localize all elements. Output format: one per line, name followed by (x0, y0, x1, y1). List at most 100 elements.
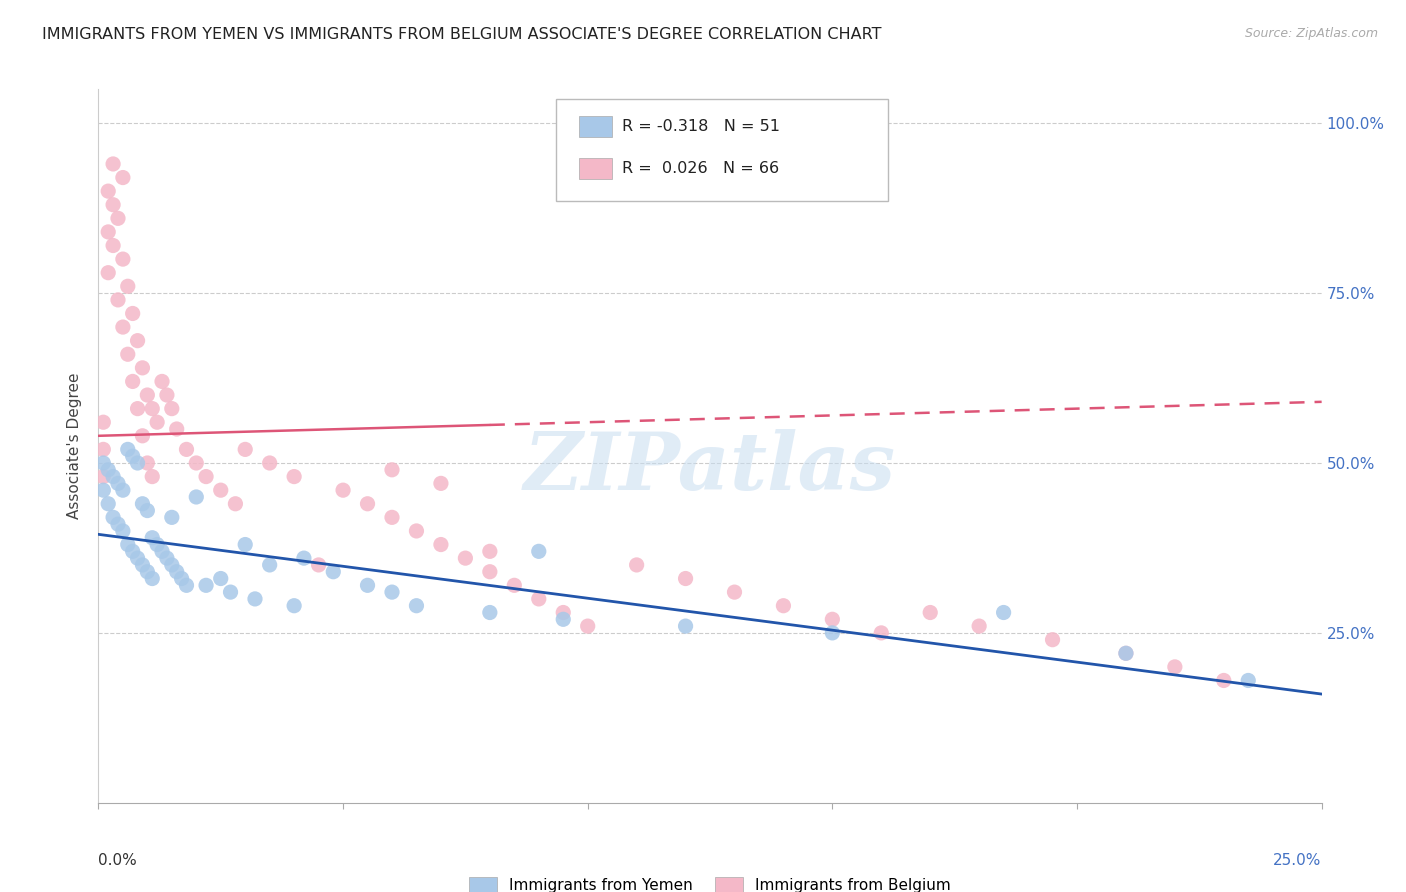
Point (111, 320, 134, 334)
Point (107, 211, 129, 226)
Point (478, 565, 501, 579)
Point (91, 442, 114, 457)
Point (127, 334, 149, 348)
Point (107, 517, 129, 532)
Point (111, 252, 134, 266)
Point (176, 442, 198, 457)
Point (405, 599, 427, 613)
Point (117, 442, 139, 457)
Point (176, 578, 198, 592)
Point (1164, 660, 1187, 674)
Point (224, 497, 246, 511)
Point (146, 537, 169, 551)
Point (430, 537, 453, 551)
Point (107, 476, 129, 491)
Point (141, 401, 163, 416)
Point (131, 429, 153, 443)
Point (195, 469, 218, 483)
Point (527, 591, 550, 606)
Point (141, 531, 163, 545)
Point (166, 565, 188, 579)
Point (141, 469, 163, 483)
Point (141, 572, 163, 586)
Point (209, 572, 232, 586)
Point (97, 266, 120, 280)
Point (576, 619, 599, 633)
Point (195, 578, 218, 592)
Point (675, 619, 697, 633)
Point (1237, 673, 1260, 688)
Point (723, 585, 745, 599)
Point (150, 544, 173, 558)
Point (308, 558, 330, 572)
Point (626, 558, 648, 572)
Point (1212, 673, 1234, 688)
Legend: Immigrants from Yemen, Immigrants from Belgium: Immigrants from Yemen, Immigrants from B… (463, 871, 957, 892)
Point (1042, 632, 1064, 647)
Text: ZIPatlas: ZIPatlas (524, 429, 896, 506)
Point (136, 456, 159, 470)
Point (131, 558, 153, 572)
Point (527, 544, 550, 558)
Point (356, 497, 378, 511)
Point (111, 170, 134, 185)
Point (870, 626, 893, 640)
Point (101, 510, 124, 524)
Point (332, 483, 354, 498)
Point (1115, 646, 1137, 660)
Point (101, 157, 124, 171)
Point (160, 401, 183, 416)
Point (478, 606, 501, 620)
Text: Source: ZipAtlas.com: Source: ZipAtlas.com (1244, 27, 1378, 40)
Point (156, 388, 179, 402)
Point (121, 449, 143, 463)
Point (219, 585, 242, 599)
Point (186, 456, 208, 470)
Point (967, 619, 990, 633)
Point (381, 463, 404, 477)
Point (283, 469, 305, 483)
Point (454, 551, 477, 566)
Point (503, 578, 526, 592)
Text: 0.0%: 0.0% (98, 853, 138, 868)
Point (170, 572, 193, 586)
Point (209, 483, 232, 498)
Point (186, 490, 208, 504)
Point (117, 279, 139, 293)
Point (150, 375, 173, 389)
Point (259, 558, 281, 572)
Point (136, 565, 159, 579)
Point (97, 225, 120, 239)
Point (821, 612, 844, 626)
Point (772, 599, 794, 613)
Point (127, 456, 149, 470)
Point (107, 293, 129, 307)
Point (243, 591, 266, 606)
Point (136, 388, 159, 402)
Point (97, 463, 120, 477)
Point (136, 503, 159, 517)
Point (993, 606, 1015, 620)
Point (121, 375, 143, 389)
Point (127, 401, 149, 416)
Point (553, 612, 575, 626)
Point (117, 537, 139, 551)
Point (821, 626, 844, 640)
Point (111, 524, 134, 538)
Point (356, 578, 378, 592)
Point (675, 572, 697, 586)
Point (91, 456, 114, 470)
Text: IMMIGRANTS FROM YEMEN VS IMMIGRANTS FROM BELGIUM ASSOCIATE'S DEGREE CORRELATION : IMMIGRANTS FROM YEMEN VS IMMIGRANTS FROM… (42, 27, 882, 42)
Point (97, 497, 120, 511)
Point (127, 551, 149, 566)
Point (131, 360, 153, 375)
Point (101, 469, 124, 483)
Point (101, 238, 124, 252)
Point (111, 483, 134, 498)
Point (920, 606, 942, 620)
Point (97, 184, 120, 198)
Y-axis label: Associate's Degree: Associate's Degree (67, 373, 83, 519)
Point (283, 599, 305, 613)
Text: R = -0.318   N = 51: R = -0.318 N = 51 (623, 120, 780, 134)
Text: R =  0.026   N = 66: R = 0.026 N = 66 (623, 161, 779, 176)
